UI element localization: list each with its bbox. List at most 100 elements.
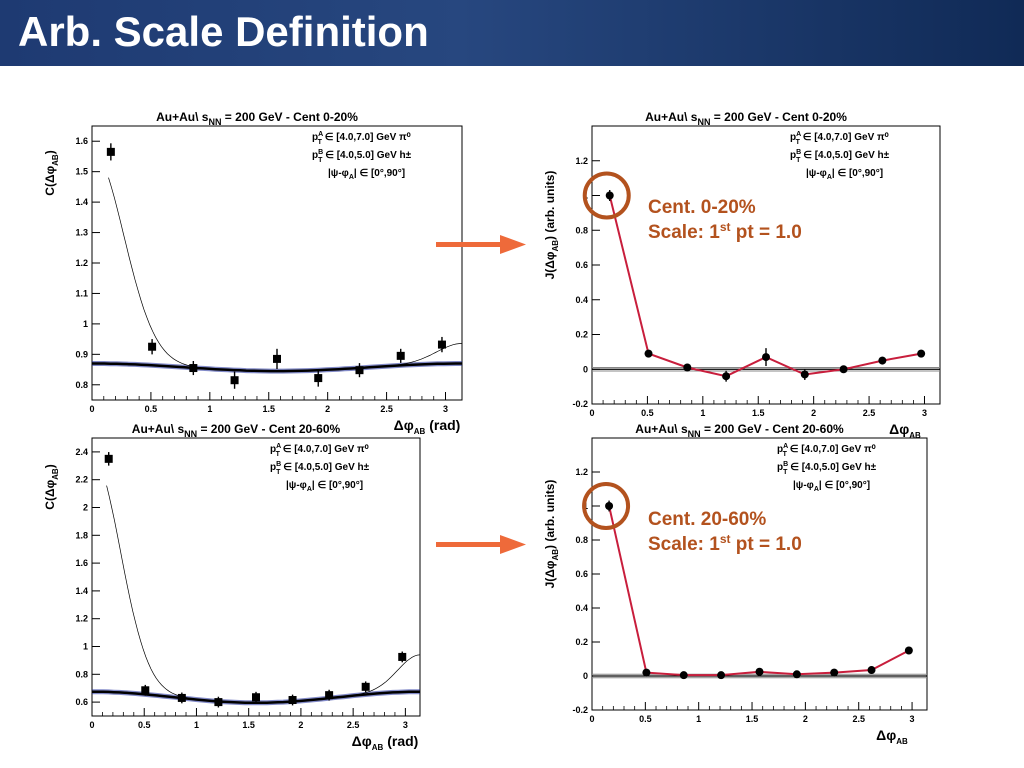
data-point <box>214 698 223 707</box>
y-tick-label: 0.4 <box>575 295 588 305</box>
data-point <box>148 342 157 351</box>
corr-20-60-chart: Au+Au\ sNN = 200 GeV - Cent 20-60% 0 0.5 1 1… <box>43 422 421 752</box>
y-tick-label: 0.8 <box>75 380 88 390</box>
y-tick-label: 1.4 <box>75 586 88 596</box>
data-point <box>273 354 281 363</box>
legend-entry: pA T ∈ [4.0,7.0] GeV π⁰ <box>270 443 369 458</box>
y-tick-label: 1.3 <box>75 228 88 238</box>
x-tick-label: 2 <box>811 408 816 418</box>
y-tick-label: 0 <box>583 364 588 374</box>
x-tick-label: 3 <box>910 714 915 724</box>
x-axis-label: ΔφAB <box>876 727 908 746</box>
data-point <box>904 646 913 655</box>
data-point <box>437 340 446 349</box>
data-point <box>762 353 770 362</box>
plot-title: Au+Au\ sNN = 200 GeV - Cent 0-20% <box>156 110 358 127</box>
y-tick-label: 0.9 <box>75 349 88 359</box>
fit-curve <box>108 177 463 372</box>
data-point <box>398 652 407 661</box>
data-point <box>839 365 848 374</box>
data-point <box>605 502 614 510</box>
y-tick-label: 1.4 <box>75 197 88 207</box>
x-tick-label: 1 <box>207 404 212 414</box>
data-point <box>800 370 809 379</box>
x-tick-label: 0 <box>589 714 594 724</box>
plot-title: Au+Au\ sNN = 200 GeV - Cent 20-60% <box>635 422 844 439</box>
y-tick-label: 0.2 <box>575 330 588 340</box>
data-point <box>355 366 364 375</box>
data-point <box>288 696 297 705</box>
y-tick-label: 1.2 <box>575 467 588 477</box>
arrow-2 <box>436 535 526 554</box>
data-point <box>361 682 370 691</box>
y-tick-label: 1.8 <box>75 530 88 540</box>
plot-title: Au+Au\ sNN = 200 GeV - Cent 0-20% <box>645 110 847 127</box>
data-point <box>230 376 239 385</box>
x-tick-label: 2 <box>325 404 330 414</box>
x-tick-label: 0.5 <box>138 720 151 730</box>
arrow-shaft <box>436 242 504 247</box>
data-point <box>722 372 731 381</box>
data-point <box>679 671 688 680</box>
x-tick-label: 0 <box>589 408 594 418</box>
legend-entry: |ψ-φA| ∈ [0°,90°] <box>806 168 883 181</box>
x-tick-label: 0.5 <box>641 408 654 418</box>
y-tick-label: -0.2 <box>572 399 588 409</box>
legend-entry: pA T ∈ [4.0,7.0] GeV π⁰ <box>777 443 876 458</box>
legend-entry: pB T ∈ [4.0,5.0] GeV h± <box>777 461 877 476</box>
corr-0-20-chart: Au+Au\ sNN = 200 GeV - Cent 0-20% 0 0.5 1 1.… <box>43 110 463 436</box>
highlight-ring <box>582 171 631 220</box>
x-tick-label: 1.5 <box>242 720 255 730</box>
x-tick-label: 2 <box>803 714 808 724</box>
legend-entry: pB T ∈ [4.0,5.0] GeV h± <box>790 149 890 164</box>
x-tick-label: 3 <box>403 720 408 730</box>
annotation-centrality: Cent. 20-60% <box>648 509 766 530</box>
x-tick-label: 0 <box>89 720 94 730</box>
x-tick-label: 1 <box>194 720 199 730</box>
y-tick-label: 1.6 <box>75 136 88 146</box>
data-point <box>642 668 651 677</box>
data-point <box>396 351 405 360</box>
slide-title: Arb. Scale Definition <box>18 8 429 55</box>
y-tick-label: 1 <box>83 319 88 329</box>
data-point <box>141 686 150 695</box>
y-tick-label: 1.1 <box>75 288 88 298</box>
x-tick-label: 2.5 <box>852 714 865 724</box>
arrow-head <box>500 535 526 554</box>
data-point <box>878 356 887 365</box>
x-axis-label: ΔφAB (rad) <box>394 417 461 436</box>
data-point <box>830 668 839 677</box>
y-axis-label: C(ΔφAB) <box>43 150 60 195</box>
data-point <box>177 693 186 702</box>
y-axis-label: J(ΔφAB) (arb. units) <box>543 480 560 589</box>
data-point <box>644 349 653 358</box>
legend-entry: pA T ∈ [4.0,7.0] GeV π⁰ <box>790 131 889 146</box>
data-point <box>325 691 334 700</box>
data-point <box>683 363 692 372</box>
x-tick-label: 2.5 <box>380 404 393 414</box>
y-tick-label: 2.2 <box>75 475 88 485</box>
plot-title: Au+Au\ sNN = 200 GeV - Cent 20-60% <box>132 422 341 439</box>
legend-entry: pA T ∈ [4.0,7.0] GeV π⁰ <box>312 131 411 146</box>
data-point <box>917 349 926 358</box>
jet-0-20-chart: Au+Au\ sNN = 200 GeV - Cent 0-20% 0 0.5 1 1.… <box>543 110 941 440</box>
title-bar: Arb. Scale Definition <box>0 0 1024 66</box>
y-tick-label: 0.4 <box>575 603 588 613</box>
y-tick-label: 1.5 <box>75 167 88 177</box>
x-tick-label: 0.5 <box>145 404 158 414</box>
arrow-1 <box>436 235 526 254</box>
legend-entry: |ψ-φA| ∈ [0°,90°] <box>328 168 405 181</box>
annotation-centrality: Cent. 0-20% <box>648 197 756 218</box>
y-tick-label: 0.8 <box>75 669 88 679</box>
y-tick-label: 1.2 <box>75 258 88 268</box>
data-point <box>605 191 614 200</box>
plot-frame <box>91 437 421 717</box>
y-tick-label: 0 <box>583 671 588 681</box>
legend-entry: pB T ∈ [4.0,5.0] GeV h± <box>312 149 412 164</box>
arrow-head <box>500 235 526 254</box>
data-point <box>792 670 801 679</box>
y-tick-label: 0.6 <box>575 260 588 270</box>
y-axis-label: J(ΔφAB) (arb. units) <box>543 171 560 280</box>
y-tick-label: 0.2 <box>575 637 588 647</box>
x-tick-label: 0.5 <box>639 714 652 724</box>
